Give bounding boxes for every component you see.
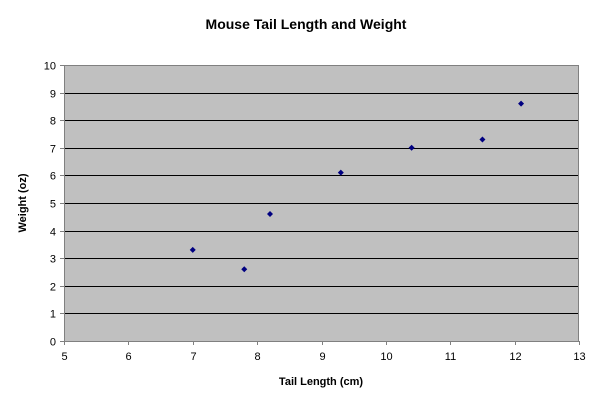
y-tick-label: 0 [50, 337, 56, 349]
y-tick-label: 4 [50, 227, 56, 239]
x-tick-label: 11 [445, 351, 456, 363]
data-points [189, 100, 525, 273]
x-tick-label: 9 [319, 351, 325, 363]
y-tick-label: 1 [50, 309, 56, 321]
data-point [189, 246, 196, 253]
x-tick-label: 6 [125, 351, 131, 363]
chart-title: Mouse Tail Length and Weight [206, 16, 407, 32]
data-point [518, 100, 525, 107]
x-tick-label: 7 [190, 351, 196, 363]
y-tick-label: 6 [50, 171, 56, 183]
x-tick-label: 5 [61, 351, 67, 363]
data-point [408, 144, 415, 151]
x-axis-label: Tail Length (cm) [279, 376, 363, 388]
y-tick-label: 2 [50, 282, 56, 294]
y-axis-label: Weight (oz) [17, 173, 29, 232]
y-axis-ticks: 0 1 2 3 4 5 6 7 8 9 10 [44, 61, 64, 349]
x-tick-label: 8 [254, 351, 260, 363]
y-tick-label: 7 [50, 144, 56, 156]
data-point [267, 211, 273, 218]
y-tick-label: 8 [50, 116, 56, 128]
axes [64, 65, 579, 342]
data-point [479, 136, 486, 143]
x-tick-label: 13 [573, 351, 585, 363]
x-tick-label: 12 [509, 351, 521, 363]
x-tick-label: 10 [380, 351, 392, 363]
data-point [337, 169, 344, 176]
x-axis-ticks: 5 6 7 8 9 10 11 12 13 [61, 341, 586, 363]
y-tick-label: 9 [50, 89, 56, 101]
y-tick-label: 5 [50, 199, 56, 211]
y-tick-label: 10 [44, 61, 56, 73]
data-point [241, 266, 248, 273]
y-tick-label: 3 [50, 254, 56, 266]
